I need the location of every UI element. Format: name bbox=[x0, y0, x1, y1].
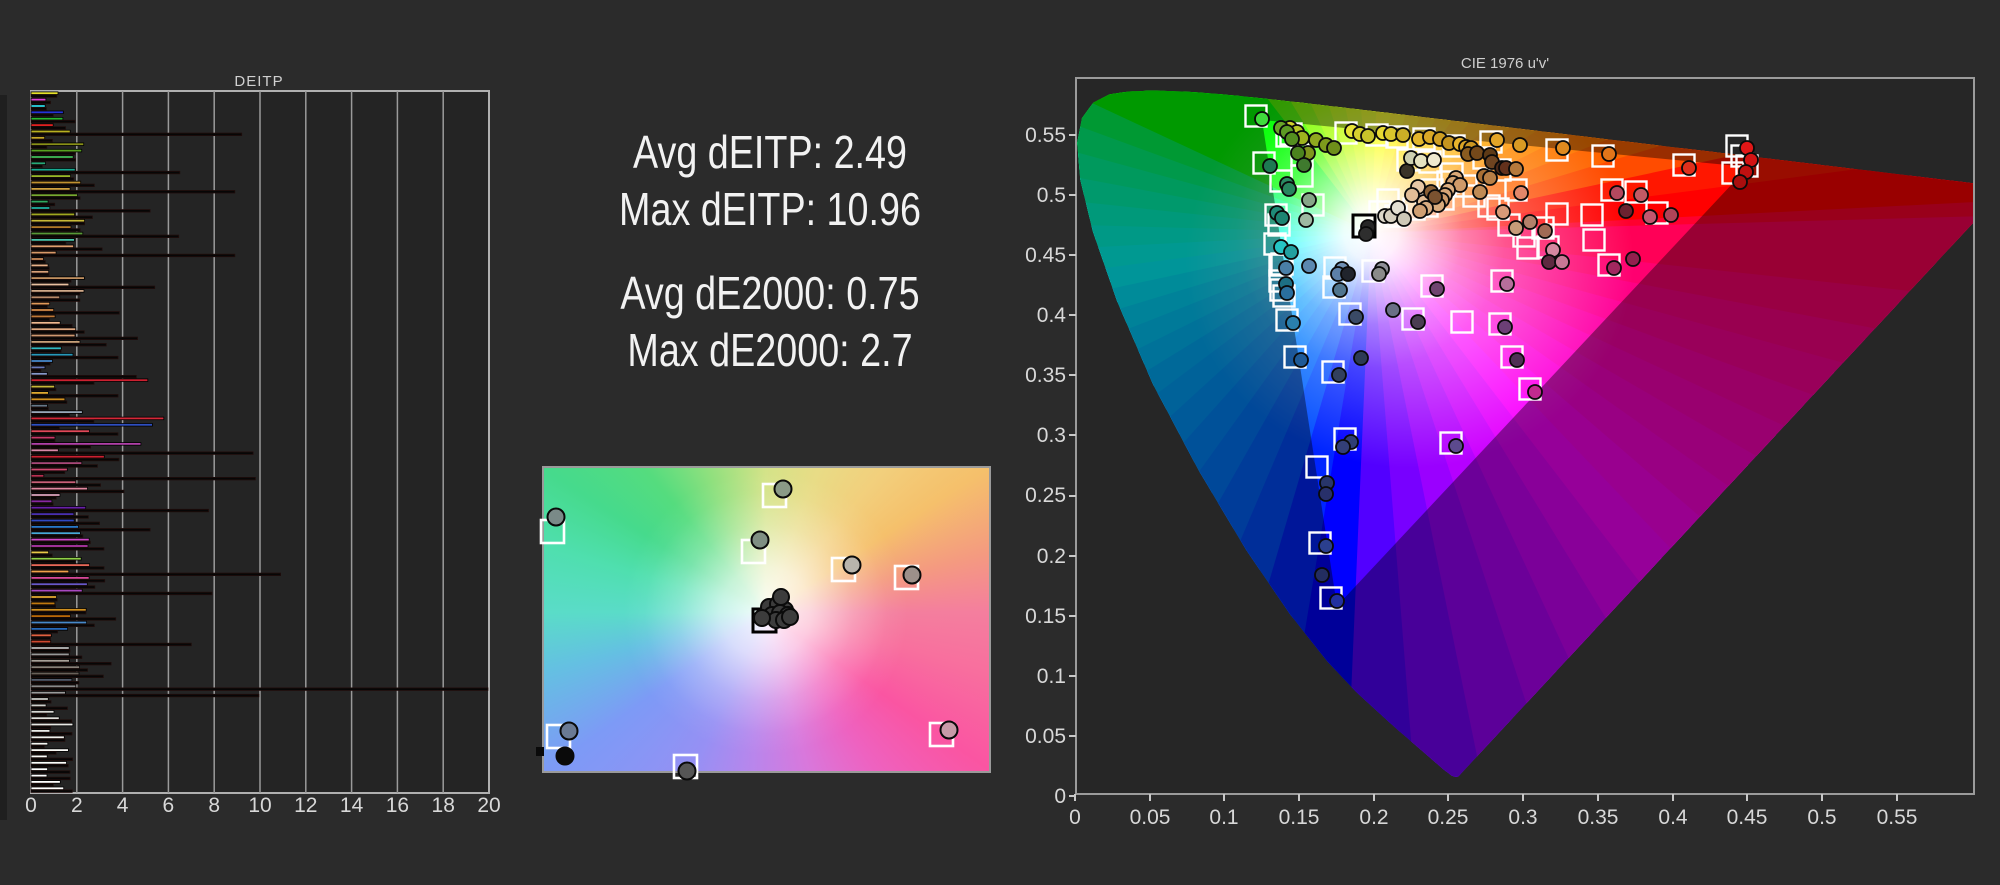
svg-text:0.3: 0.3 bbox=[1037, 424, 1066, 447]
svg-text:0.55: 0.55 bbox=[1025, 124, 1066, 147]
svg-text:CIE 1976 u'v': CIE 1976 u'v' bbox=[1461, 55, 1549, 72]
svg-text:14: 14 bbox=[340, 794, 364, 817]
svg-text:0.45: 0.45 bbox=[1727, 806, 1768, 829]
svg-text:0.05: 0.05 bbox=[1130, 806, 1171, 829]
svg-text:16: 16 bbox=[386, 794, 409, 817]
svg-text:18: 18 bbox=[432, 794, 455, 817]
svg-text:0: 0 bbox=[1069, 806, 1081, 829]
svg-text:0.45: 0.45 bbox=[1025, 244, 1066, 267]
svg-text:0.55: 0.55 bbox=[1877, 806, 1918, 829]
svg-text:0.2: 0.2 bbox=[1037, 545, 1066, 568]
svg-text:0.15: 0.15 bbox=[1025, 605, 1066, 628]
svg-text:0.3: 0.3 bbox=[1508, 806, 1537, 829]
svg-text:10: 10 bbox=[248, 794, 271, 817]
svg-text:0.25: 0.25 bbox=[1025, 484, 1066, 507]
svg-text:0.05: 0.05 bbox=[1025, 725, 1066, 748]
svg-text:0: 0 bbox=[25, 794, 37, 817]
svg-text:0.4: 0.4 bbox=[1037, 304, 1067, 327]
svg-text:0: 0 bbox=[1054, 785, 1066, 808]
svg-text:8: 8 bbox=[208, 794, 220, 817]
svg-text:0.35: 0.35 bbox=[1578, 806, 1619, 829]
svg-text:0.5: 0.5 bbox=[1807, 806, 1836, 829]
svg-text:2: 2 bbox=[71, 794, 83, 817]
svg-text:0.5: 0.5 bbox=[1037, 184, 1066, 207]
svg-text:6: 6 bbox=[163, 794, 175, 817]
svg-text:0.1: 0.1 bbox=[1037, 665, 1066, 688]
svg-text:4: 4 bbox=[117, 794, 129, 817]
svg-text:0.2: 0.2 bbox=[1359, 806, 1388, 829]
svg-text:12: 12 bbox=[294, 794, 317, 817]
svg-text:DEITP: DEITP bbox=[234, 73, 283, 90]
svg-text:0.1: 0.1 bbox=[1209, 806, 1238, 829]
svg-text:20: 20 bbox=[477, 794, 500, 817]
svg-text:0.35: 0.35 bbox=[1025, 364, 1066, 387]
svg-text:0.4: 0.4 bbox=[1658, 806, 1688, 829]
svg-text:0.15: 0.15 bbox=[1279, 806, 1320, 829]
svg-text:0.25: 0.25 bbox=[1428, 806, 1469, 829]
